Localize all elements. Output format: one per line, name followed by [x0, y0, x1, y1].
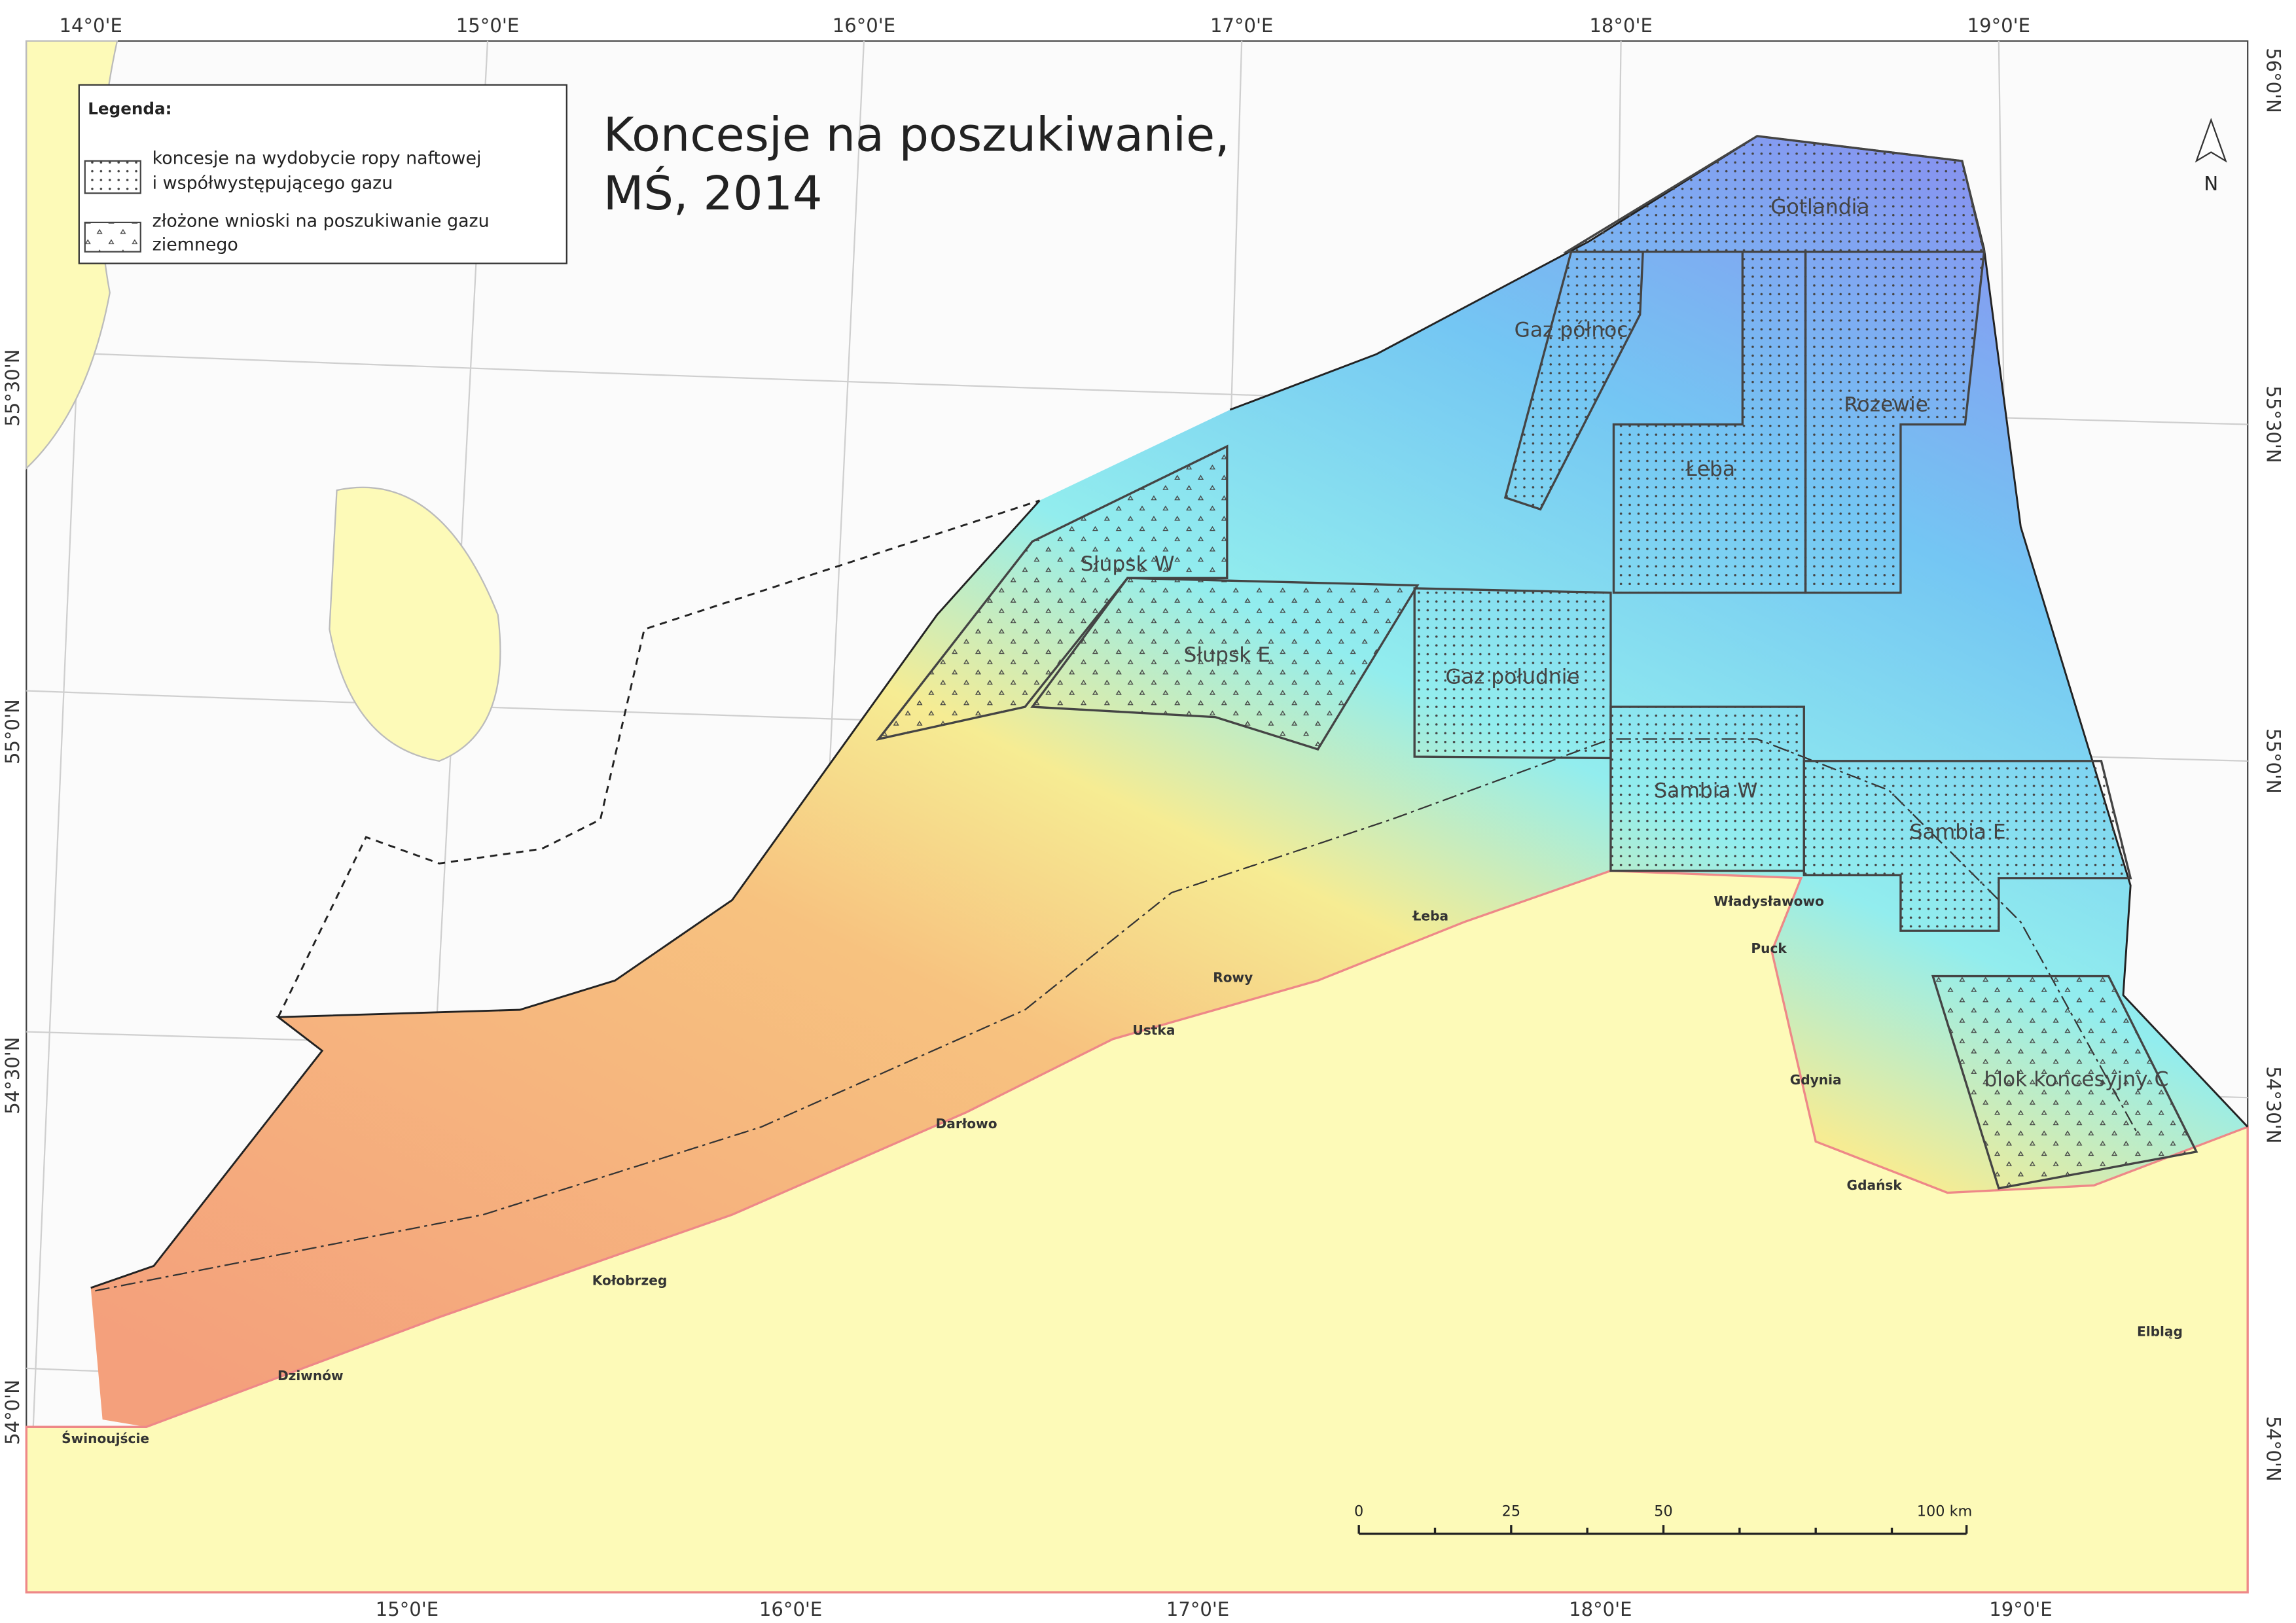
title-line: Koncesje na poszukiwanie,: [603, 107, 1230, 162]
land-poland: [25, 869, 2249, 1594]
legend-title: Legenda:: [88, 99, 171, 118]
graticule-label: 16°0'E: [833, 14, 895, 37]
city-label: Świnoujście: [62, 1431, 149, 1446]
graticule-label: 19°0'E: [1967, 14, 2030, 37]
scale-label: 25: [1502, 1503, 1520, 1520]
graticule-label: 54°30'N: [1, 1037, 24, 1115]
scale-label: 100 km: [1917, 1503, 1973, 1520]
graticule-label: 55°30'N: [1, 349, 24, 427]
graticule-label: 18°0'E: [1589, 14, 1652, 37]
blocks: [876, 135, 2198, 1190]
city-label: Elbląg: [2137, 1324, 2183, 1340]
scale-label: 0: [1354, 1503, 1363, 1520]
scale-label: 50: [1654, 1503, 1672, 1520]
block: [1803, 760, 2132, 932]
block: [876, 444, 1229, 741]
city-label: Dziwnów: [278, 1368, 344, 1383]
block-label: Sambia E: [1910, 820, 2006, 844]
land-bornholm: [329, 486, 501, 762]
block-label: Gaz południe: [1445, 665, 1579, 688]
block-label: Rozewie: [1844, 393, 1928, 416]
block: [1931, 974, 2198, 1190]
legend-swatch: [84, 160, 141, 194]
graticule-label: 17°0'E: [1210, 14, 1273, 37]
graticule-label: 19°0'E: [1989, 1598, 2052, 1620]
block-label: Gotlandia: [1770, 195, 1869, 219]
block: [1503, 250, 1644, 511]
graticule-label: 15°0'E: [456, 14, 519, 37]
block-label: Słupsk W: [1081, 552, 1175, 576]
legend-label: ziemnego: [152, 234, 238, 255]
graticule-label: 14°0'E: [60, 14, 122, 37]
city-label: Władysławowo: [1713, 893, 1824, 909]
legend-label: koncesje na wydobycie ropy naftowej: [152, 148, 482, 168]
north-arrow: [2195, 118, 2227, 163]
graticule-label: 55°0'N: [2262, 728, 2284, 794]
graticule-label: 55°30'N: [2262, 385, 2284, 463]
city-label: Gdańsk: [1847, 1177, 1903, 1193]
graticule-label: 17°0'E: [1166, 1598, 1229, 1620]
legend-label: złożone wnioski na poszukiwanie gazu: [152, 211, 490, 232]
city-label: Darłowo: [936, 1116, 997, 1132]
graticule-label: 54°0'N: [1, 1380, 24, 1445]
title-line: MŚ, 2014: [603, 166, 823, 221]
graticule-label: 15°0'E: [376, 1598, 439, 1620]
block-label: Gaz północ: [1515, 318, 1628, 342]
graticule-label: 54°0'N: [2262, 1416, 2284, 1482]
block-label: blok koncesyjny C: [1984, 1067, 2168, 1091]
block: [1804, 250, 1986, 594]
block-label: Słupsk E: [1183, 643, 1270, 667]
north-label: N: [2204, 173, 2218, 195]
scale-bar: [1357, 1525, 1968, 1535]
legend-label: i współwystępującego gazu: [152, 173, 393, 193]
city-label: Rowy: [1213, 970, 1253, 986]
block: [1030, 577, 1420, 751]
eez-border-disputed: [277, 499, 1040, 1018]
legend-swatch: [84, 221, 141, 253]
city-label: Łeba: [1412, 908, 1449, 924]
city-label: Kołobrzeg: [592, 1272, 667, 1288]
legend-box: [78, 84, 567, 264]
graticule-label: 54°30'N: [2262, 1066, 2284, 1143]
graticule-label: 55°0'N: [1, 699, 24, 764]
graticule-label: 56°0'N: [2262, 48, 2284, 113]
city-label: Ustka: [1132, 1022, 1175, 1038]
graticule-label: 18°0'E: [1569, 1598, 1632, 1620]
city-label: Gdynia: [1790, 1072, 1842, 1088]
block-label: Sambia W: [1654, 779, 1757, 803]
graticule-label: 16°0'E: [759, 1598, 822, 1620]
city-label: Puck: [1751, 940, 1787, 956]
block-label: Łeba: [1685, 457, 1735, 481]
